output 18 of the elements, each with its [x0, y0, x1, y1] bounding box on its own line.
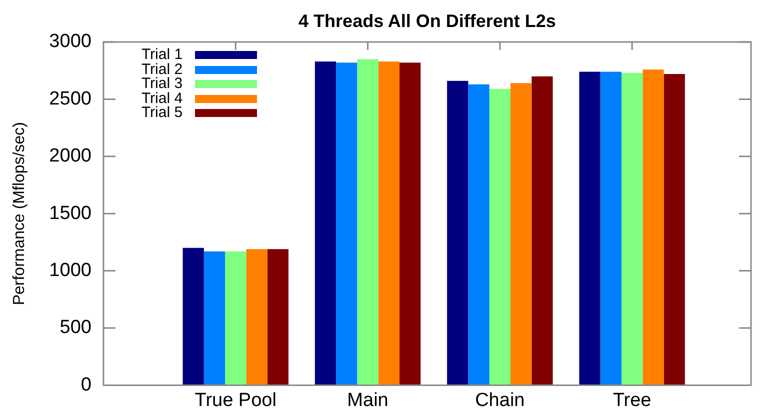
x-tick-label: Tree: [612, 390, 652, 411]
legend-label: Trial 3: [141, 75, 183, 92]
x-tick-label: True Pool: [194, 390, 276, 411]
legend-label: Trial 1: [141, 46, 183, 63]
legend-label: Trial 5: [141, 104, 183, 121]
legend-label: Trial 2: [141, 60, 183, 78]
y-axis-title: Performance (Mflops/sec): [11, 122, 28, 306]
y-tick-label: 500: [60, 317, 92, 338]
legend-label: Trial 4: [141, 90, 183, 106]
y-tick-label: 2000: [49, 146, 92, 167]
y-tick-label: 1000: [49, 260, 92, 282]
y-tick-label: 3000: [49, 31, 92, 52]
y-tick-label: 1500: [49, 202, 92, 224]
chart-title: 4 Threads All On Different L2s: [298, 10, 556, 31]
x-tick-label: Chain: [475, 390, 525, 411]
y-tick-label: 0: [80, 374, 92, 396]
x-tick-label: Main: [347, 390, 388, 411]
y-tick-label: 2500: [49, 88, 92, 110]
